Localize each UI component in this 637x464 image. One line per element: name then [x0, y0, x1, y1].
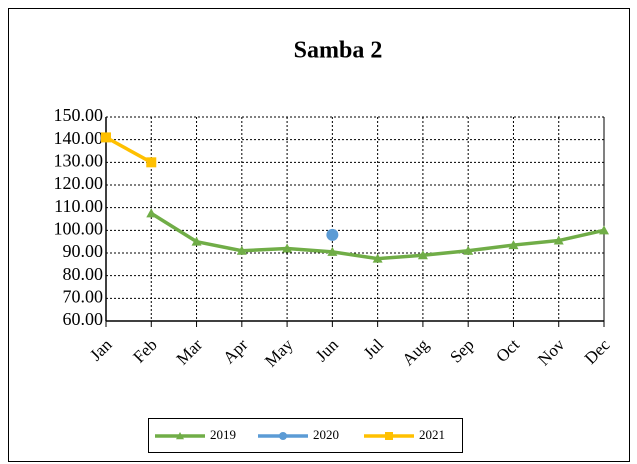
y-tick-label: 140.00: [54, 128, 104, 148]
y-tick-label: 100.00: [54, 218, 104, 238]
marker: [146, 157, 157, 168]
marker: [463, 245, 474, 255]
legend-label: 2019: [210, 427, 236, 442]
legend-label: 2020: [313, 427, 339, 442]
series-line: [105, 135, 153, 164]
marker: [326, 228, 339, 241]
chart-frame: [8, 8, 630, 462]
marker: [191, 236, 202, 246]
marker: [508, 240, 519, 250]
marker: [599, 225, 609, 235]
marker: [146, 208, 157, 218]
y-tick-label: 90.00: [63, 241, 104, 261]
marker: [327, 246, 338, 256]
legend-marker: [385, 432, 393, 440]
y-tick-label: 80.00: [63, 264, 104, 284]
marker: [282, 243, 293, 253]
marker: [553, 235, 564, 245]
marker: [372, 253, 383, 263]
marker: [236, 245, 247, 255]
y-tick-label: 120.00: [54, 173, 104, 193]
marker: [417, 250, 428, 260]
legend-marker: [279, 432, 287, 440]
y-tick-label: 70.00: [63, 286, 104, 306]
y-tick-label: 110.00: [54, 196, 103, 216]
y-tick-label: 130.00: [54, 150, 104, 170]
marker: [101, 132, 111, 143]
y-tick-label: 60.00: [63, 309, 104, 329]
chart-title: Samba 2: [294, 38, 383, 64]
y-tick-label: 150.00: [54, 105, 104, 125]
legend-label: 2021: [419, 427, 445, 442]
legend-marker: [176, 432, 184, 440]
